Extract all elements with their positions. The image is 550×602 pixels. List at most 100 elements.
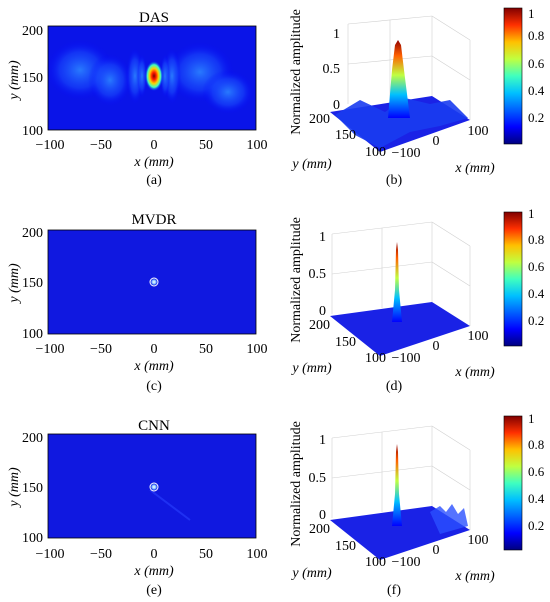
ytick-label: 100 (365, 351, 386, 366)
xtick-label: −100 (36, 547, 65, 562)
xtick-label: 0 (433, 339, 440, 354)
ytick-label: 150 (335, 335, 356, 350)
xtick-label: 100 (247, 138, 268, 153)
xtick-label: 100 (247, 342, 268, 357)
panel-f-box (331, 425, 471, 530)
panel-c-xticks: −100 −50 0 50 100 (36, 342, 268, 357)
xtick-label: 100 (468, 329, 489, 344)
panel-d-caption: (d) (386, 379, 403, 394)
panel-c-xlabel: x (mm) (133, 359, 174, 374)
ytick-label: 100 (22, 124, 43, 139)
xtick-label: −100 (392, 351, 421, 366)
colorbar-d-ticks: 1 0.8 0.6 0.4 0.2 (528, 206, 545, 328)
colorbar-tick-label: 0.6 (528, 464, 545, 479)
panel-d-xticks: −100 0 100 (392, 329, 489, 366)
ztick-label: 0 (319, 304, 326, 319)
panel-f-zticks: 1 0.5 0 (309, 433, 327, 523)
panel-e-yticks: 200 150 100 (22, 431, 43, 546)
colorbar-tick-label: 0.8 (528, 437, 544, 452)
panel-e-peak (149, 482, 159, 492)
xtick-label: 0 (433, 134, 440, 149)
panel-f-yticks: 200 150 100 (309, 522, 386, 570)
panel-a-sidelobes (46, 40, 254, 114)
panel-b-ylabel: y (mm) (290, 157, 332, 172)
xtick-label: 50 (199, 342, 213, 357)
xtick-label: −100 (36, 342, 65, 357)
colorbar-tick-label: 1 (528, 206, 535, 221)
panel-d-box (331, 221, 471, 326)
ztick-label: 1 (319, 230, 326, 245)
ztick-label: 0.5 (309, 471, 327, 486)
colorbar-b (503, 7, 523, 145)
panel-a-xticks: −100 −50 0 50 100 (36, 138, 268, 153)
ytick-label: 150 (22, 481, 43, 496)
panel-b-spike (388, 40, 410, 118)
panel-a-ylabel: y (mm) (7, 60, 22, 102)
colorbar-tick-label: 0.2 (528, 110, 544, 125)
colorbar-tick-label: 0.2 (528, 518, 544, 533)
ytick-label: 100 (365, 555, 386, 570)
xtick-label: −100 (392, 555, 421, 570)
panel-c: MVDR 200 150 100 −100 −50 0 50 100 x (mm… (7, 212, 268, 394)
panel-c-caption: (c) (146, 379, 162, 394)
colorbar-tick-label: 0.8 (528, 232, 544, 247)
ytick-label: 150 (22, 276, 43, 291)
panel-f-ylabel: y (mm) (290, 566, 332, 581)
colorbar-f (503, 415, 523, 551)
panel-f-spike (392, 444, 402, 526)
panel-f-surface-noise (430, 504, 468, 534)
xtick-label: 100 (247, 547, 268, 562)
colorbar-f-ticks: 1 0.8 0.6 0.4 0.2 (528, 411, 545, 533)
colorbar-d (503, 211, 523, 347)
panel-f-xticks: −100 0 100 (392, 533, 489, 570)
panel-a-caption: (a) (146, 173, 162, 188)
ztick-label: 1 (333, 27, 340, 42)
panel-c-ylabel: y (mm) (7, 263, 22, 305)
panel-e-xlabel: x (mm) (133, 564, 174, 579)
xtick-label: 0 (151, 138, 158, 153)
panel-a-xlabel: x (mm) (133, 155, 174, 170)
colorbar-tick-label: 1 (528, 6, 535, 21)
ytick-label: 150 (335, 128, 356, 143)
panel-e: CNN 200 150 100 −100 −50 0 50 100 x (mm)… (7, 418, 268, 598)
ytick-label: 200 (22, 226, 43, 241)
ztick-label: 0 (319, 508, 326, 523)
panel-c-peak (149, 277, 159, 287)
panel-a: DAS 200 150 100 −100 −50 0 50 100 x (mm)… (7, 10, 268, 188)
ytick-label: 200 (309, 112, 330, 127)
ytick-label: 200 (22, 431, 43, 446)
colorbar-tick-label: 1 (528, 411, 535, 426)
xtick-label: 0 (151, 547, 158, 562)
panel-e-artifact (149, 489, 191, 521)
ytick-label: 100 (365, 145, 386, 160)
ytick-label: 100 (22, 531, 43, 546)
ytick-label: 150 (335, 539, 356, 554)
xtick-label: 50 (199, 138, 213, 153)
panel-a-yticks: 200 150 100 (22, 24, 43, 139)
colorbar-b-ticks: 1 0.8 0.6 0.4 0.2 (528, 6, 545, 125)
panel-d-zlabel: Normalized amplitude (289, 217, 304, 343)
colorbar-tick-label: 0.6 (528, 56, 545, 71)
colorbar-tick-label: 0.4 (528, 491, 545, 506)
panel-f-xlabel: x (mm) (454, 569, 495, 584)
ztick-label: 0.5 (309, 267, 327, 282)
ytick-label: 200 (309, 318, 330, 333)
xtick-label: 100 (468, 124, 489, 139)
panel-c-yticks: 200 150 100 (22, 226, 43, 342)
xtick-label: 100 (468, 533, 489, 548)
panel-e-title: CNN (138, 418, 170, 434)
panel-b-xlabel: x (mm) (454, 161, 495, 176)
panel-b-zlabel: Normalized amplitude (289, 9, 304, 135)
ytick-label: 200 (309, 522, 330, 537)
ztick-label: 1 (319, 433, 326, 448)
ztick-label: 0 (333, 98, 340, 113)
panel-e-caption: (e) (146, 583, 162, 598)
panel-e-ylabel: y (mm) (7, 467, 22, 509)
panel-a-peak (145, 61, 163, 91)
panel-f-caption: (f) (387, 583, 401, 598)
colorbar-tick-label: 0.8 (528, 28, 544, 43)
panel-d-spike (392, 242, 402, 322)
panel-d-ylabel: y (mm) (290, 361, 332, 376)
xtick-label: 50 (199, 547, 213, 562)
